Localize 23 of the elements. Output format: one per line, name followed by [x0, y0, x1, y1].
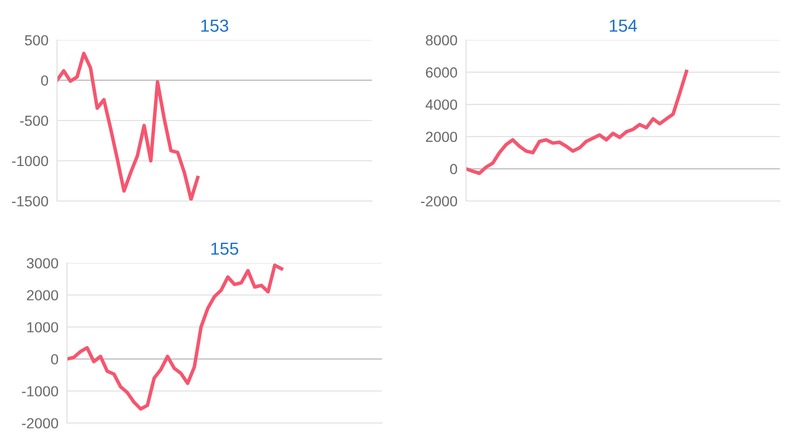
y-tick-label: -1000 — [12, 156, 48, 166]
y-tick-label: 0 — [450, 164, 458, 174]
y-tick-label: -2000 — [22, 418, 58, 428]
y-tick-label: 2000 — [426, 132, 458, 142]
y-tick-label: 4000 — [426, 100, 458, 110]
y-tick-label: 6000 — [426, 67, 458, 78]
y-tick-label: 8000 — [426, 35, 458, 46]
chart-title: 155 — [211, 242, 238, 255]
y-tick-label: 3000 — [26, 258, 58, 268]
y-tick-label: -1500 — [12, 196, 48, 206]
y-tick-label: -2000 — [421, 196, 458, 206]
y-tick-label: 1000 — [27, 322, 58, 332]
y-tick-label: 2000 — [26, 290, 58, 300]
y-tick-label: 0 — [41, 75, 48, 86]
line-series — [466, 70, 688, 176]
chart-title: 154 — [610, 20, 637, 32]
y-tick-label: -500 — [20, 116, 48, 126]
y-tick-label: -1000 — [22, 386, 58, 396]
y-tick-label: 500 — [24, 35, 48, 46]
chart-title: 153 — [201, 20, 228, 32]
line-series — [67, 264, 284, 411]
line-series — [57, 52, 200, 201]
y-tick-label: 0 — [51, 354, 58, 364]
